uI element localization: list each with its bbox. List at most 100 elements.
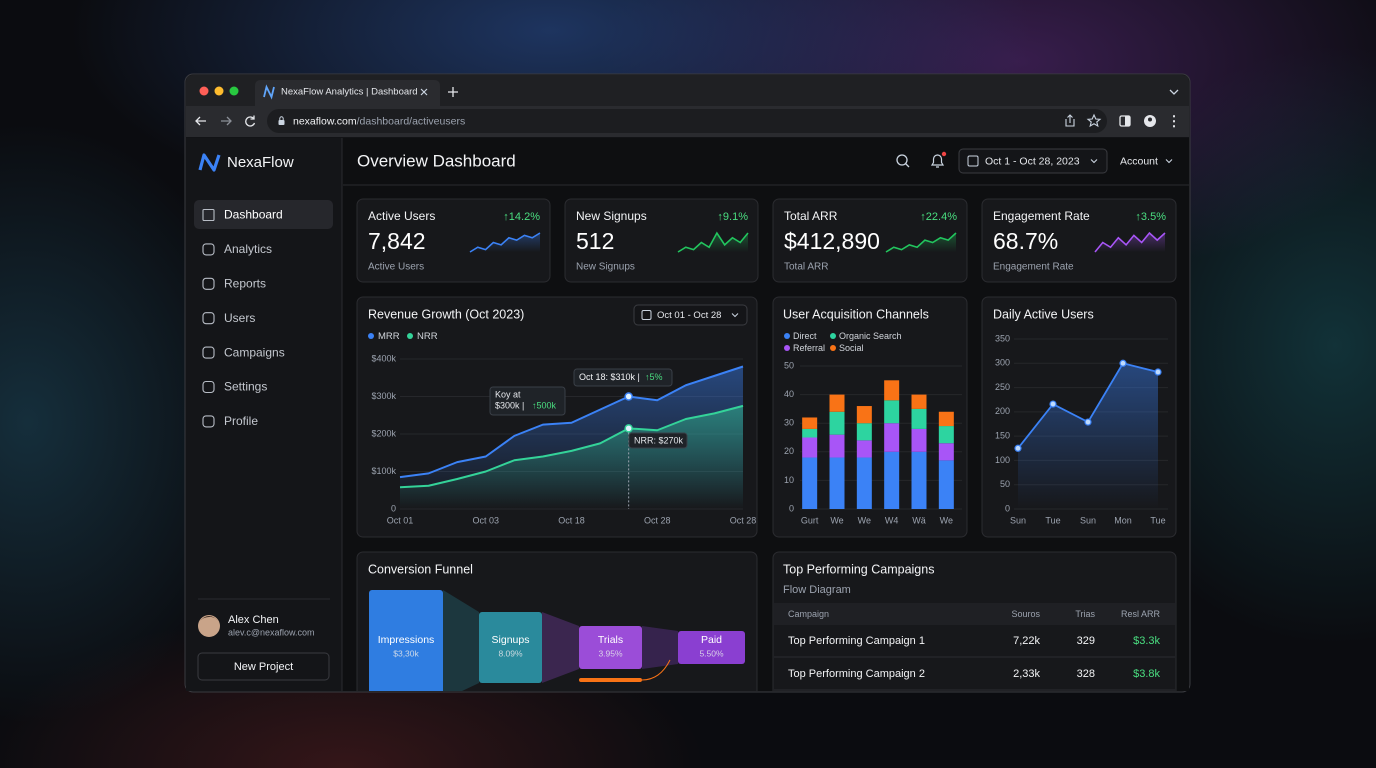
minimize-button[interactable] (214, 86, 224, 96)
annotation: NRR: $270k (634, 435, 684, 445)
close-button[interactable] (199, 86, 209, 96)
bar-segment (829, 394, 845, 412)
area-fill (400, 405, 743, 509)
nav-item[interactable]: Campaigns (224, 345, 285, 359)
nav-item[interactable]: Analytics (224, 242, 272, 256)
new-project-button[interactable] (197, 652, 330, 681)
kpi-label: Total ARR (784, 209, 838, 223)
user-email: alev.c@nexaflow.com (228, 627, 315, 637)
sparkline-area (886, 233, 956, 252)
share-icon[interactable] (1065, 114, 1075, 127)
account-chevron (1165, 159, 1173, 164)
avatar (198, 615, 220, 637)
sparkline (469, 232, 541, 253)
point (1119, 359, 1127, 367)
new-tab[interactable] (448, 87, 458, 97)
back-button[interactable] (195, 116, 206, 126)
kpi-value: $412,890 (784, 228, 880, 254)
y-tick-label: 300 (995, 358, 1010, 368)
funnel-progress (579, 678, 642, 682)
y-tick-label: $100k (371, 466, 396, 476)
table-cell: 7,22k (1013, 635, 1040, 647)
sparkline-area (678, 233, 748, 252)
address-bar[interactable] (267, 109, 1107, 133)
tab[interactable] (255, 80, 440, 106)
legend-swatch (407, 333, 413, 339)
nav-item[interactable]: Profile (224, 414, 258, 428)
tooltip (489, 386, 566, 416)
new-project-label[interactable]: New Project (234, 661, 293, 673)
x-tick-label: We (940, 515, 953, 525)
date-range[interactable]: Oct 1 - Oct 28, 2023 (985, 155, 1080, 167)
notification-dot (941, 151, 947, 157)
tab-close[interactable] (420, 88, 428, 96)
nav-icon (202, 208, 215, 222)
url-host: nexaflow.com (293, 115, 357, 127)
x-tick-label: Mon (1114, 515, 1132, 525)
point (1154, 368, 1162, 376)
date-picker-label[interactable]: Oct 01 - Oct 28 (657, 310, 721, 321)
lock-icon (278, 120, 285, 125)
nav-icon (202, 243, 215, 256)
chart-title: User Acquisition Channels (783, 307, 929, 321)
y-tick-label: 0 (1005, 503, 1010, 513)
calendar-icon (967, 155, 979, 167)
column-header: Souros (1011, 609, 1040, 619)
stage-value: $3,30k (393, 648, 419, 658)
legend-label: NRR (417, 331, 438, 342)
reload-button[interactable] (245, 115, 256, 127)
nav-item[interactable]: Users (224, 311, 255, 325)
y-tick-label: $300k (371, 391, 396, 401)
tab-favicon (263, 84, 275, 100)
bar-segment (938, 443, 954, 461)
bar-segment (911, 451, 927, 509)
bar-segment (911, 428, 927, 452)
bar-segment (938, 411, 954, 427)
y-tick-label: 150 (995, 431, 1010, 441)
kpi-change: ↑9.1% (717, 211, 748, 223)
bookmark-icon[interactable] (1086, 113, 1102, 128)
sidebar-icon-fill (1125, 116, 1130, 126)
funnel-stage (479, 612, 542, 683)
tab-menu[interactable] (1169, 89, 1179, 95)
date-chevron (731, 313, 739, 318)
x-tick-label: Wä (912, 515, 926, 525)
maximize-button[interactable] (229, 86, 239, 96)
x-tick-label: Oct 28 (730, 515, 757, 525)
point (1014, 444, 1022, 452)
legend-label: Organic Search (839, 331, 902, 341)
table-cell: 329 (1077, 635, 1095, 647)
card (981, 198, 1177, 283)
line (399, 404, 744, 489)
account-menu[interactable]: Account (1120, 155, 1158, 167)
stage-name: Paid (701, 634, 722, 646)
tab-title: NexaFlow Analytics | Dashboard (281, 87, 418, 98)
kpi-change: ↑22.4% (920, 211, 957, 223)
kpi-label: Active Users (368, 209, 435, 223)
nav-item[interactable]: Dashboard (224, 208, 283, 222)
annotation: ↑500k (532, 400, 557, 410)
forward-button[interactable] (221, 116, 232, 126)
bell-icon[interactable] (930, 154, 945, 168)
stage-value: 8.09% (498, 648, 523, 658)
table-cell: Top Performing Campaign 1 (788, 635, 925, 647)
search-icon[interactable] (896, 154, 908, 166)
nav-item[interactable]: Reports (224, 276, 266, 290)
legend-swatch (784, 333, 790, 339)
legend-swatch (830, 345, 836, 351)
kpi-change: ↑3.5% (1135, 211, 1166, 223)
date-range-picker[interactable] (958, 148, 1108, 174)
sparkline-area (1095, 233, 1165, 252)
date-picker[interactable] (633, 304, 748, 326)
y-tick-label: 10 (784, 475, 794, 485)
y-tick-label: 250 (995, 382, 1010, 392)
nav-item[interactable]: Settings (224, 380, 267, 394)
stage-name: Impressions (378, 634, 435, 646)
legend-label: Referral (793, 343, 825, 353)
legend-label: Direct (793, 331, 817, 341)
y-tick-label: 100 (995, 455, 1010, 465)
card (772, 198, 968, 283)
nav-icon (202, 346, 215, 359)
bar-segment (829, 457, 845, 509)
funnel-stage (579, 626, 642, 669)
